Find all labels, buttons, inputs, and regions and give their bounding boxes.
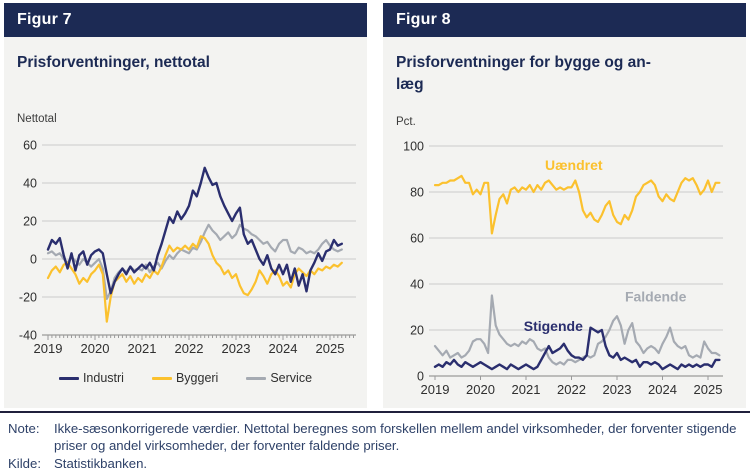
service-legend-label: Service — [270, 371, 313, 385]
svg-text:20: 20 — [23, 215, 37, 229]
svg-text:Uændret: Uændret — [545, 157, 603, 173]
svg-text:2022: 2022 — [557, 382, 586, 397]
figure7-panel: Figur 7 Prisforventninger, nettotal Nett… — [4, 3, 367, 408]
legend-item-byggeri: Byggeri — [151, 371, 219, 385]
svg-text:2025: 2025 — [694, 382, 723, 397]
svg-text:2021: 2021 — [128, 341, 157, 356]
svg-text:2019: 2019 — [421, 382, 450, 397]
svg-text:40: 40 — [410, 278, 424, 292]
svg-text:2019: 2019 — [34, 341, 63, 356]
svg-text:80: 80 — [410, 186, 424, 200]
notes-section: Note: Ikke-sæsonkorrigerede værdier. Net… — [0, 411, 750, 472]
legend-item-service: Service — [246, 371, 312, 385]
svg-text:40: 40 — [23, 177, 37, 191]
svg-text:2020: 2020 — [81, 341, 110, 356]
figure7-legend: Industri Byggeri Service — [4, 371, 367, 385]
svg-text:60: 60 — [410, 232, 424, 246]
svg-text:Faldende: Faldende — [625, 288, 687, 304]
legend-item-industri: Industri — [58, 371, 124, 385]
note-text: Ikke-sæsonkorrigerede værdier. Nettotal … — [54, 421, 737, 454]
svg-text:2023: 2023 — [603, 382, 632, 397]
figure8-unit-label: Pct. — [396, 116, 416, 128]
figure7-header-label: Figur 7 — [17, 11, 72, 28]
figure7-header-bar: Figur 7 — [4, 3, 367, 37]
svg-text:2021: 2021 — [512, 382, 541, 397]
byggeri-line-swatch — [151, 376, 172, 380]
figure8-panel: Figur 8 Prisforventninger for bygge og a… — [383, 3, 746, 408]
service-line-swatch — [246, 376, 267, 380]
figures-row: Figur 7 Prisforventninger, nettotal Nett… — [4, 3, 746, 408]
source-label: Kilde: — [8, 455, 41, 471]
svg-text:0: 0 — [417, 370, 424, 384]
figure8-title-line2: læg — [396, 75, 424, 93]
svg-text:2023: 2023 — [222, 341, 251, 356]
svg-text:2022: 2022 — [175, 341, 204, 356]
note-label: Note: — [8, 421, 40, 436]
svg-text:0: 0 — [30, 253, 37, 267]
svg-text:Stigende: Stigende — [524, 318, 583, 334]
figure8-title: Prisforventninger for bygge og an- læg — [383, 37, 746, 95]
svg-text:2020: 2020 — [466, 382, 495, 397]
figure8-header-bar: Figur 8 — [383, 3, 746, 37]
note-row: Note: Ikke-sæsonkorrigerede værdier. Net… — [8, 420, 740, 455]
svg-text:60: 60 — [23, 139, 37, 153]
figure8-title-line1: Prisforventninger for bygge og an- — [396, 54, 651, 71]
svg-text:-40: -40 — [19, 329, 37, 343]
industri-legend-label: Industri — [82, 371, 124, 385]
svg-text:100: 100 — [403, 140, 424, 154]
svg-text:-20: -20 — [19, 291, 37, 305]
figure8-header-label: Figur 8 — [396, 11, 451, 28]
byggeri-legend-label: Byggeri — [175, 371, 219, 385]
svg-text:2025: 2025 — [316, 341, 345, 356]
industri-line-swatch — [58, 376, 79, 380]
svg-text:20: 20 — [410, 324, 424, 338]
figure7-title: Prisforventninger, nettotal — [17, 54, 210, 71]
figure7-unit-label: Nettotal — [17, 113, 57, 125]
svg-text:2024: 2024 — [648, 382, 677, 397]
source-row: Kilde: Statistikbanken. — [8, 455, 740, 472]
source-text: Statistikbanken. — [54, 455, 148, 471]
svg-text:2024: 2024 — [269, 341, 298, 356]
